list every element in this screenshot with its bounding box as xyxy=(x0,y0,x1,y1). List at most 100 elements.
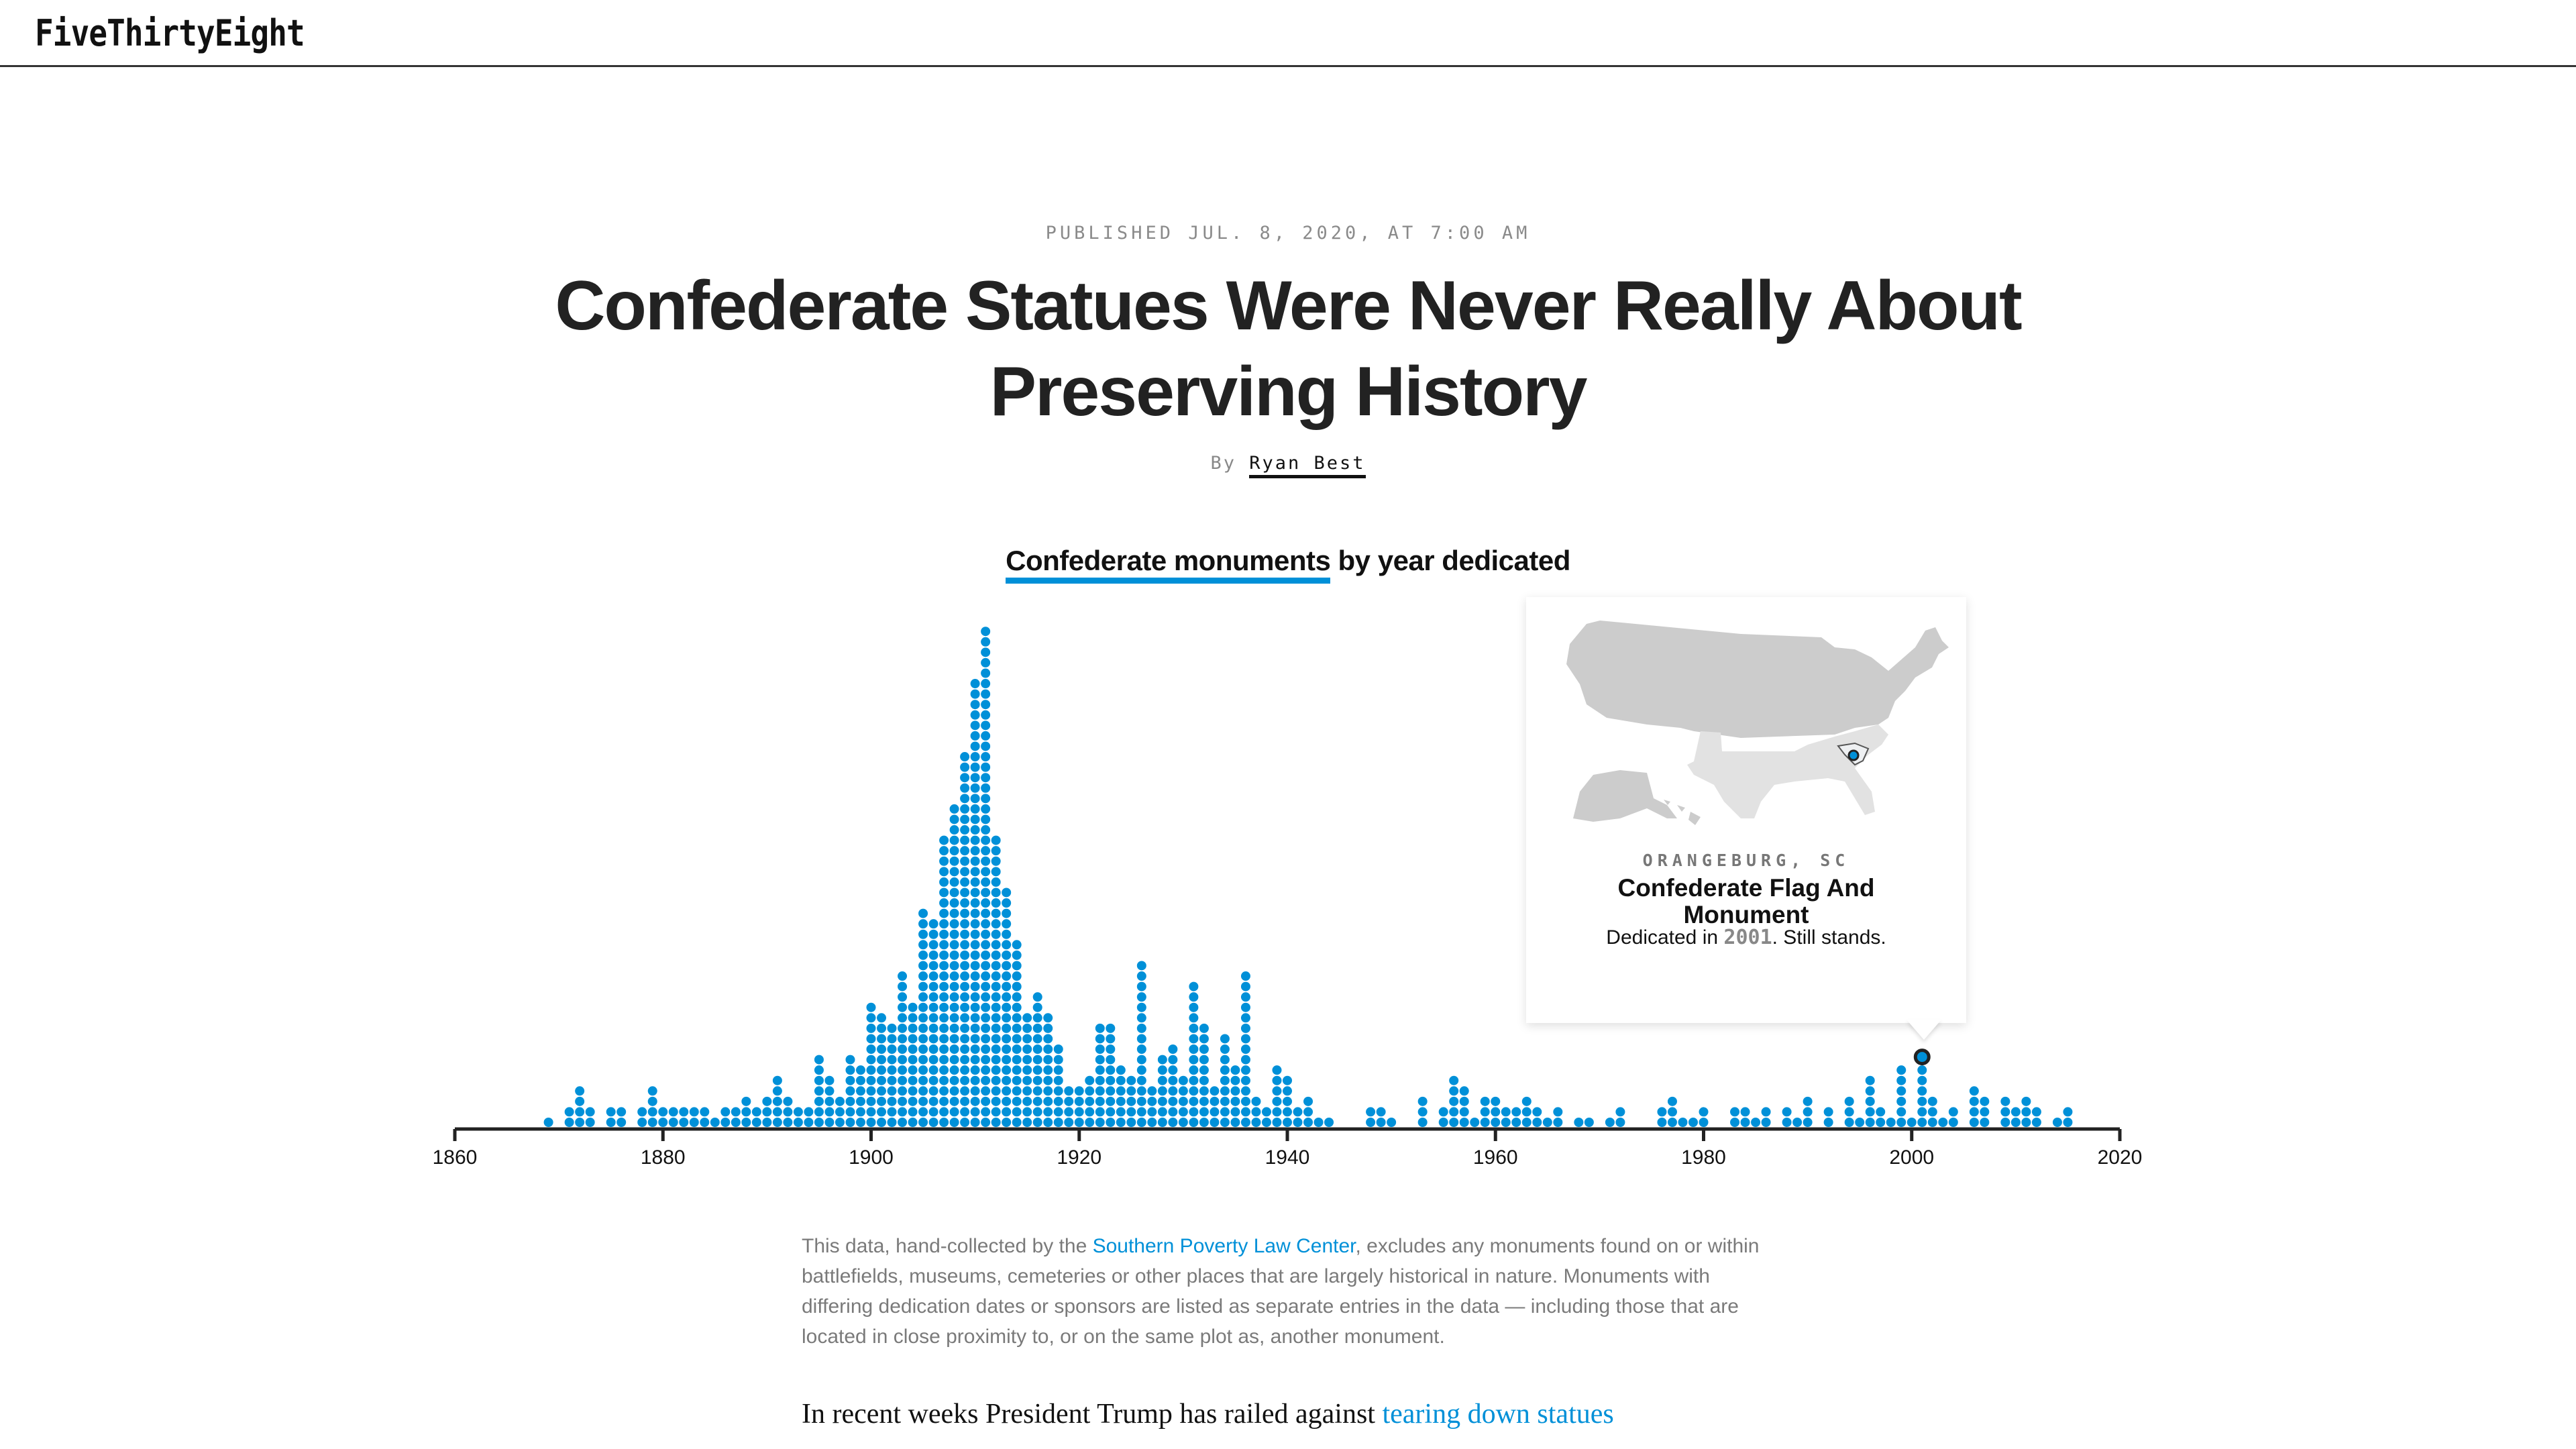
monument-dot[interactable] xyxy=(1000,939,1012,951)
monument-dot[interactable] xyxy=(979,918,991,930)
monument-dot[interactable] xyxy=(969,698,981,710)
monument-dot[interactable] xyxy=(928,1054,939,1065)
monument-dot[interactable] xyxy=(865,1002,877,1013)
monument-dot[interactable] xyxy=(1126,1116,1137,1128)
monument-dot[interactable] xyxy=(969,928,981,940)
monument-dot[interactable] xyxy=(917,1095,929,1108)
monument-dot[interactable] xyxy=(1615,1106,1626,1118)
monument-dot[interactable] xyxy=(2000,1095,2011,1108)
monument-dot[interactable] xyxy=(1687,1116,1699,1128)
monument-dot[interactable] xyxy=(720,1106,731,1118)
monument-dot[interactable] xyxy=(1219,1085,1231,1097)
monument-dot[interactable] xyxy=(917,1064,929,1076)
monument-dot[interactable] xyxy=(1448,1095,1460,1108)
monument-dot[interactable] xyxy=(1094,1106,1106,1118)
monument-dot[interactable] xyxy=(979,1075,991,1086)
monument-dot[interactable] xyxy=(1927,1095,1938,1108)
monument-dot[interactable] xyxy=(1053,1116,1064,1128)
monument-dot[interactable] xyxy=(1084,1095,1095,1108)
monument-dot[interactable] xyxy=(917,981,929,992)
monument-dot[interactable] xyxy=(1053,1085,1064,1097)
monument-dot[interactable] xyxy=(959,814,971,825)
monument-dot[interactable] xyxy=(1500,1106,1511,1118)
monument-dot[interactable] xyxy=(1448,1116,1460,1128)
monument-dot[interactable] xyxy=(688,1116,700,1128)
monument-dot[interactable] xyxy=(979,928,991,940)
monument-dot[interactable] xyxy=(845,1064,856,1076)
monument-dot[interactable] xyxy=(979,657,991,669)
monument-dot[interactable] xyxy=(1198,1095,1210,1108)
monument-dot[interactable] xyxy=(751,1116,763,1128)
monument-dot[interactable] xyxy=(979,1054,991,1065)
monument-dot[interactable] xyxy=(928,1033,939,1044)
monument-dot[interactable] xyxy=(1000,908,1012,919)
monument-dot[interactable] xyxy=(657,1116,669,1128)
monument-dot[interactable] xyxy=(1021,1043,1033,1055)
monument-dot[interactable] xyxy=(782,1106,794,1118)
monument-dot[interactable] xyxy=(1157,1095,1169,1108)
monument-dot[interactable] xyxy=(1240,1043,1252,1055)
monument-dot[interactable] xyxy=(1479,1116,1491,1128)
monument-dot[interactable] xyxy=(1511,1116,1522,1128)
monument-dot[interactable] xyxy=(1167,1075,1179,1086)
monument-dot[interactable] xyxy=(657,1106,669,1118)
monument-dot[interactable] xyxy=(990,1116,1002,1128)
monument-dot[interactable] xyxy=(1188,1064,1199,1076)
monument-dot[interactable] xyxy=(1666,1106,1678,1118)
monument-dot[interactable] xyxy=(979,897,991,909)
monument-dot[interactable] xyxy=(969,824,981,836)
monument-dot[interactable] xyxy=(1011,1064,1022,1076)
monument-dot[interactable] xyxy=(969,1064,981,1076)
monument-dot[interactable] xyxy=(917,939,929,951)
monument-dot[interactable] xyxy=(730,1106,742,1118)
monument-dot[interactable] xyxy=(1042,1085,1054,1097)
monument-dot[interactable] xyxy=(969,730,981,742)
monument-dot[interactable] xyxy=(938,970,950,982)
monument-dot[interactable] xyxy=(949,991,960,1003)
monument-dot[interactable] xyxy=(1917,1075,1928,1086)
monument-dot[interactable] xyxy=(949,960,960,971)
monument-dot[interactable] xyxy=(969,1085,981,1097)
monument-dot[interactable] xyxy=(824,1106,835,1118)
monument-dot[interactable] xyxy=(875,1085,888,1097)
monument-dot[interactable] xyxy=(969,803,981,815)
monument-dot[interactable] xyxy=(907,1116,918,1128)
monument-dot[interactable] xyxy=(1917,1095,1928,1108)
monument-dot[interactable] xyxy=(1000,918,1012,930)
monument-dot[interactable] xyxy=(969,1002,981,1013)
monument-dot[interactable] xyxy=(938,928,950,940)
monument-dot[interactable] xyxy=(979,1064,991,1076)
monument-dot[interactable] xyxy=(1177,1075,1189,1086)
monument-dot[interactable] xyxy=(1552,1106,1564,1118)
monument-dot[interactable] xyxy=(1927,1106,1938,1118)
monument-dot[interactable] xyxy=(1615,1116,1626,1128)
monument-dot[interactable] xyxy=(949,918,960,930)
monument-dot[interactable] xyxy=(875,1106,888,1118)
monument-dot[interactable] xyxy=(1698,1106,1709,1118)
monument-dot[interactable] xyxy=(875,1022,888,1034)
monument-dot[interactable] xyxy=(1094,1022,1106,1034)
monument-dot[interactable] xyxy=(1032,1054,1043,1065)
monument-dot[interactable] xyxy=(813,1064,825,1076)
monument-dot[interactable] xyxy=(886,1116,898,1128)
monument-dot[interactable] xyxy=(1240,991,1252,1003)
monument-dot[interactable] xyxy=(1823,1106,1834,1118)
monument-dot[interactable] xyxy=(969,908,981,919)
monument-dot[interactable] xyxy=(1896,1106,1907,1118)
monument-dot[interactable] xyxy=(1271,1064,1283,1076)
monument-dot[interactable] xyxy=(875,1033,888,1044)
monument-dot[interactable] xyxy=(949,1106,960,1118)
monument-dot[interactable] xyxy=(1250,1095,1262,1108)
monument-dot[interactable] xyxy=(990,1033,1002,1044)
monument-dot[interactable] xyxy=(813,1075,825,1086)
monument-dot[interactable] xyxy=(1302,1106,1314,1118)
monument-dot[interactable] xyxy=(928,949,939,961)
monument-dot[interactable] xyxy=(1032,1075,1043,1086)
monument-dot[interactable] xyxy=(979,949,991,961)
monument-dot[interactable] xyxy=(564,1106,575,1118)
monument-dot[interactable] xyxy=(990,876,1002,888)
monument-dot[interactable] xyxy=(1011,1022,1022,1034)
monument-dot[interactable] xyxy=(959,824,971,836)
monument-dot[interactable] xyxy=(1105,1064,1116,1076)
monument-dot[interactable] xyxy=(782,1095,794,1108)
